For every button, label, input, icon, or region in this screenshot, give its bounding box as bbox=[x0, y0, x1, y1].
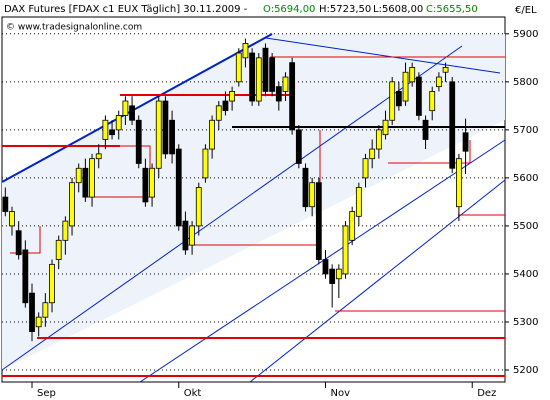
candle-body bbox=[2, 196, 9, 212]
candle-body bbox=[115, 115, 122, 131]
candle-body bbox=[315, 182, 322, 260]
header-open: O:5694,00 bbox=[263, 4, 315, 15]
candle-body bbox=[209, 119, 216, 150]
candle-body bbox=[295, 129, 302, 164]
candle-body bbox=[249, 52, 256, 102]
y-tick-label: 5500 bbox=[513, 221, 538, 232]
candle-body bbox=[95, 153, 102, 160]
candle-body bbox=[175, 148, 182, 227]
y-tick-label: 5400 bbox=[513, 269, 538, 280]
candle-body bbox=[89, 158, 95, 198]
y-tick-label: 5300 bbox=[513, 317, 538, 328]
trend-line bbox=[1, 33, 273, 183]
candle-body bbox=[169, 119, 175, 155]
header-close: C:5655,50 bbox=[426, 4, 478, 15]
candle-body bbox=[102, 119, 109, 140]
candle-body bbox=[69, 182, 75, 227]
trend-line bbox=[249, 179, 506, 383]
candle-body bbox=[62, 220, 69, 241]
candle-body bbox=[269, 57, 276, 92]
y-tick-label: 5600 bbox=[513, 173, 538, 184]
candle-body bbox=[195, 187, 202, 227]
candle-body bbox=[435, 76, 442, 88]
watermark: © www.tradesignalonline.com bbox=[6, 23, 142, 33]
candle-body bbox=[422, 119, 429, 140]
candle-body bbox=[215, 105, 222, 121]
candle-body bbox=[142, 167, 149, 203]
candle-body bbox=[369, 148, 376, 160]
y-tick-label: 5200 bbox=[513, 365, 538, 376]
candle-body bbox=[442, 67, 449, 73]
candle-body bbox=[255, 57, 262, 102]
y-tick-label: 5900 bbox=[513, 29, 538, 40]
candle-body bbox=[282, 76, 289, 92]
candle-body bbox=[242, 43, 249, 59]
candle-body bbox=[202, 148, 209, 179]
candle-body bbox=[189, 225, 195, 246]
candle-body bbox=[275, 86, 282, 102]
x-tick-label: Nov bbox=[330, 388, 350, 399]
candle-body bbox=[109, 129, 115, 136]
candle-body bbox=[415, 76, 422, 116]
y-tick-label: 5800 bbox=[513, 77, 538, 88]
candle-body bbox=[302, 167, 309, 208]
header-high: H:5723,50 bbox=[319, 4, 371, 15]
candle-body bbox=[449, 81, 456, 169]
candle-body bbox=[349, 211, 356, 241]
candle-body bbox=[375, 129, 382, 150]
candle-body bbox=[182, 220, 189, 251]
candle-body bbox=[229, 91, 236, 102]
x-tick-label: Sep bbox=[37, 388, 56, 399]
step-line bbox=[388, 140, 471, 164]
header-title: DAX Futures [FDAX c1 EUX Täglich] 30.11.… bbox=[4, 4, 248, 15]
candle-body bbox=[462, 132, 469, 152]
y-axis-label: €/EL bbox=[515, 5, 537, 16]
candle-body bbox=[75, 167, 82, 184]
candle-body bbox=[409, 67, 416, 83]
candle-body bbox=[9, 211, 15, 227]
candle-body bbox=[382, 119, 389, 136]
candle-body bbox=[15, 230, 22, 256]
candle-body bbox=[389, 81, 396, 121]
candle-body bbox=[149, 167, 155, 198]
candle-body bbox=[455, 158, 462, 208]
candle-body bbox=[129, 105, 135, 121]
channel-fill bbox=[2, 34, 505, 370]
candle-body bbox=[82, 167, 89, 198]
candle-body bbox=[42, 302, 49, 318]
candle-body bbox=[49, 263, 55, 304]
candle-body bbox=[29, 292, 35, 332]
candle-body bbox=[35, 316, 42, 328]
x-tick-label: Okt bbox=[184, 388, 202, 399]
candle-body bbox=[362, 158, 369, 179]
candle-body bbox=[342, 225, 349, 275]
candle-body bbox=[289, 62, 296, 131]
candle-body bbox=[335, 268, 342, 280]
candle-body bbox=[262, 47, 269, 92]
candle-body bbox=[22, 249, 29, 304]
candle-body bbox=[235, 52, 242, 83]
y-tick-label: 5700 bbox=[513, 125, 538, 136]
candles bbox=[2, 38, 469, 342]
candle-body bbox=[402, 71, 409, 102]
trend-line bbox=[265, 37, 501, 74]
candle-body bbox=[355, 187, 362, 217]
candle-body bbox=[329, 268, 336, 284]
candle-body bbox=[122, 100, 129, 116]
candle-body bbox=[429, 91, 436, 112]
trend-line bbox=[1, 45, 463, 371]
trend-line bbox=[139, 139, 506, 383]
candle-body bbox=[222, 100, 229, 112]
candle-body bbox=[55, 239, 62, 260]
candle-body bbox=[162, 100, 169, 155]
candle-body bbox=[322, 259, 329, 275]
x-tick-label: Dez bbox=[477, 388, 496, 399]
candle-body bbox=[155, 100, 162, 169]
candle-body bbox=[395, 91, 402, 107]
candle-body bbox=[309, 182, 316, 208]
candle-body bbox=[135, 119, 142, 164]
header-low: L:5608,00 bbox=[373, 4, 423, 15]
